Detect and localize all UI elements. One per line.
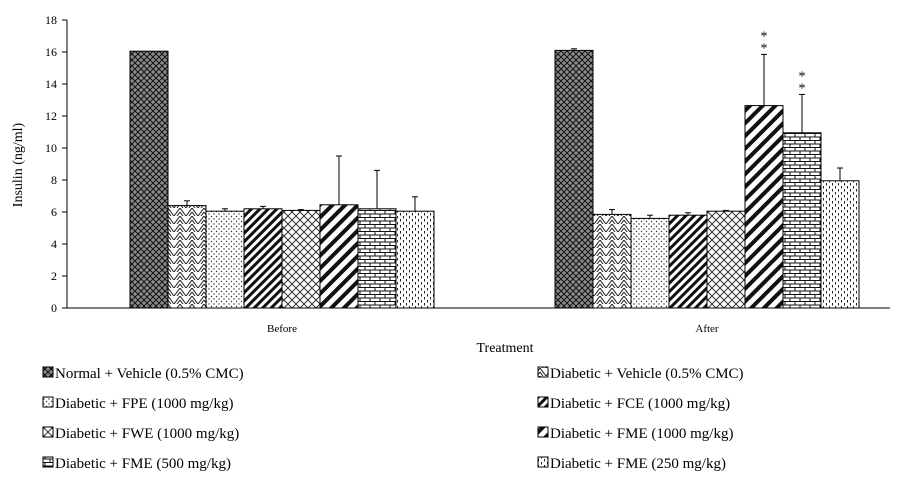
bar	[395, 210, 435, 309]
legend-swatch	[42, 366, 54, 378]
y-tick-label: 8	[51, 173, 57, 187]
legend-swatch	[42, 456, 54, 468]
legend-label: Normal + Vehicle (0.5% CMC)	[55, 366, 244, 382]
legend-swatch	[42, 426, 54, 438]
category-label: After	[695, 323, 719, 335]
bars: ****	[129, 29, 860, 309]
legend-swatch	[537, 426, 549, 438]
bar	[205, 210, 245, 309]
legend-swatch	[42, 396, 54, 408]
significance-marker: *	[761, 41, 768, 56]
bar	[554, 49, 594, 309]
significance-marker: *	[761, 29, 768, 44]
legend-swatch	[537, 456, 549, 468]
bar	[167, 205, 207, 309]
bar	[357, 208, 397, 309]
bar	[820, 180, 860, 309]
bar	[744, 105, 784, 309]
legend-label: Diabetic + FME (1000 mg/kg)	[550, 426, 733, 442]
y-tick-label: 12	[45, 109, 57, 123]
legend-label: Diabetic + FCE (1000 mg/kg)	[550, 396, 730, 412]
significance-marker: *	[799, 81, 806, 96]
y-ticks: 0 2 4 6 8 10 12 14 16 18	[45, 13, 67, 315]
legend: Normal + Vehicle (0.5% CMC) Diabetic + Ve…	[42, 366, 744, 472]
legend-label: Diabetic + FWE (1000 mg/kg)	[55, 426, 239, 442]
bar	[668, 214, 708, 309]
y-tick-label: 6	[51, 205, 57, 219]
x-axis-title: Treatment	[476, 341, 533, 356]
bar	[243, 208, 283, 309]
y-tick-label: 10	[45, 141, 57, 155]
bar	[129, 50, 169, 309]
y-tick-label: 0	[51, 301, 57, 315]
y-axis-title: Insulin (ng/ml)	[11, 122, 26, 207]
category-labels: Before After	[267, 323, 719, 335]
bar	[319, 204, 359, 309]
legend-label: Diabetic + FPE (1000 mg/kg)	[55, 396, 233, 412]
legend-label: Diabetic + FME (250 mg/kg)	[550, 456, 726, 472]
legend-label: Diabetic + FME (500 mg/kg)	[55, 456, 231, 472]
legend-swatch	[537, 396, 549, 408]
bar	[630, 217, 670, 309]
legend-label: Diabetic + Vehicle (0.5% CMC)	[550, 366, 744, 382]
y-tick-label: 18	[45, 13, 57, 27]
bar	[706, 210, 746, 309]
bar	[281, 209, 321, 309]
bar	[782, 132, 822, 309]
y-tick-label: 16	[45, 45, 57, 59]
bar	[592, 213, 632, 309]
significance-marker: *	[799, 69, 806, 84]
category-label: Before	[267, 323, 297, 335]
y-tick-label: 2	[51, 269, 57, 283]
y-tick-label: 4	[51, 237, 57, 251]
legend-swatch	[537, 366, 549, 378]
y-tick-label: 14	[45, 77, 57, 91]
